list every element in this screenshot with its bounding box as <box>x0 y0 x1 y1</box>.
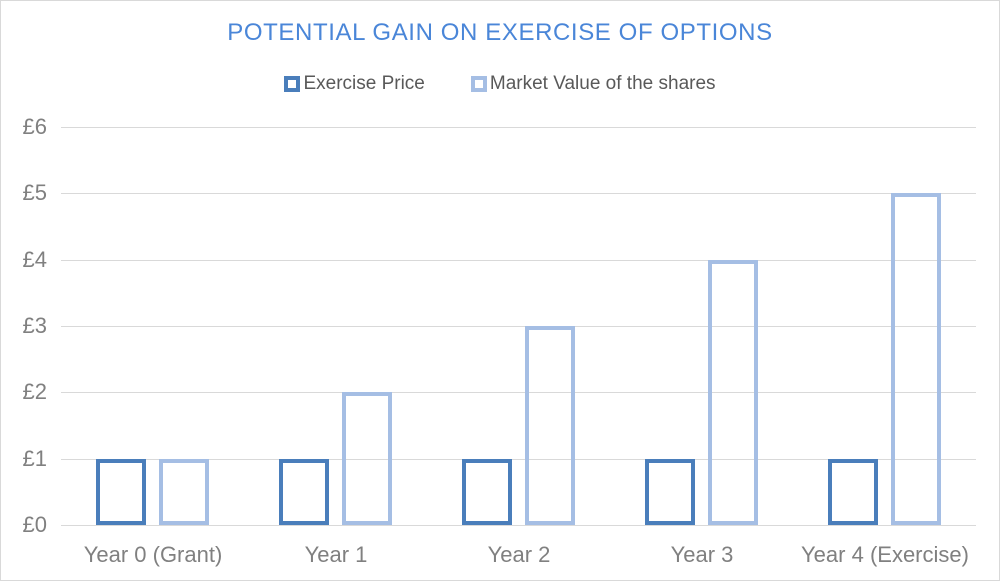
legend-marker-exercise-price-icon <box>284 76 301 92</box>
chart-title: POTENTIAL GAIN ON EXERCISE OF OPTIONS <box>227 19 773 46</box>
x-axis-tick-label: Year 2 <box>487 542 551 567</box>
bar-series-2-category-4 <box>708 260 758 525</box>
gridline <box>61 260 976 261</box>
x-axis-tick-label: Year 4 (Exercise) <box>801 542 969 567</box>
bar-series-2-category-2 <box>342 392 392 525</box>
x-axis-tick-label: Year 1 <box>304 542 368 567</box>
bar-series-1-category-4 <box>645 459 695 525</box>
legend-marker-market-value-icon <box>470 76 487 92</box>
bar-series-2-category-3 <box>525 326 575 525</box>
legend-label-exercise-price: Exercise Price <box>303 73 425 94</box>
legend-label-market-value: Market Value of the shares <box>489 73 716 94</box>
legend-item-exercise-price: Exercise Price <box>284 73 425 95</box>
bar-series-1-category-1 <box>96 459 146 525</box>
gridline <box>61 459 976 460</box>
y-axis-tick-label: £3 <box>22 313 47 338</box>
gridline <box>61 127 976 128</box>
bar-series-2-category-1 <box>159 459 209 525</box>
gridline <box>61 525 976 526</box>
legend: Exercise Price Market Value of the share… <box>1 73 999 95</box>
gridline <box>61 392 976 393</box>
y-axis-tick-label: £4 <box>22 247 47 272</box>
y-axis-tick-label: £0 <box>22 512 47 537</box>
gridline <box>61 326 976 327</box>
y-axis-tick-label: £6 <box>22 114 47 139</box>
legend-item-market-value: Market Value of the shares <box>470 73 716 95</box>
gridline <box>61 193 976 194</box>
x-axis-tick-label: Year 3 <box>670 542 734 567</box>
bar-series-1-category-2 <box>279 459 329 525</box>
y-axis-tick-label: £2 <box>22 379 47 404</box>
x-axis-tick-label: Year 0 (Grant) <box>83 542 223 567</box>
bar-series-2-category-5 <box>891 193 941 525</box>
y-axis-tick-label: £1 <box>22 446 47 471</box>
y-axis-tick-label: £5 <box>22 180 47 205</box>
bar-series-1-category-3 <box>462 459 512 525</box>
bar-series-1-category-5 <box>828 459 878 525</box>
